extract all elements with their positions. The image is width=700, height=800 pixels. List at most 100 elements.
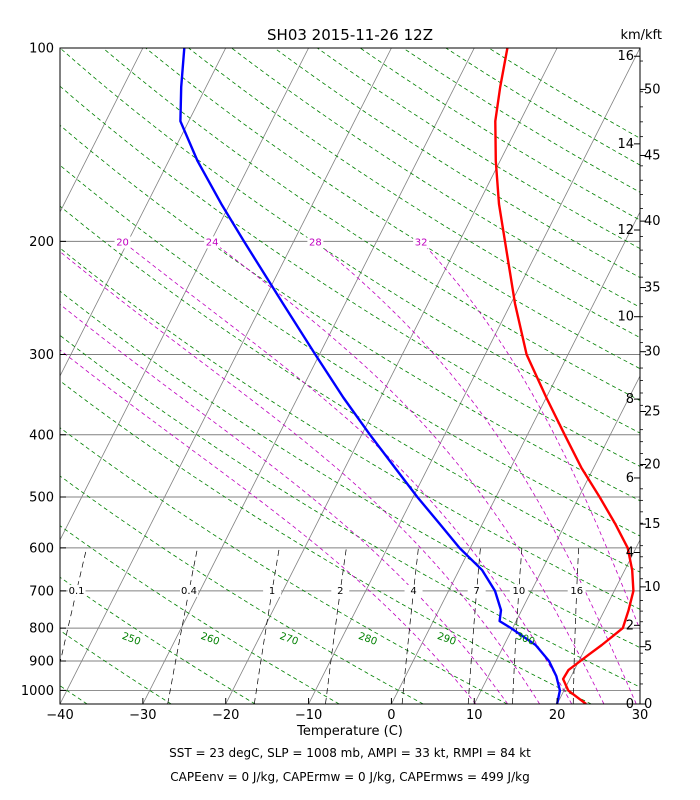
mixing-ratio-line <box>572 547 580 704</box>
mixing-ratio-label-bg <box>467 584 486 597</box>
mixing-ratio-label-bg <box>404 584 423 597</box>
moist-adiabat-label-bg <box>413 236 430 249</box>
mixing-ratio-label: 1 <box>269 586 275 597</box>
moist-adiabat-line <box>60 303 509 704</box>
temperature-profile-line <box>494 48 635 704</box>
dry-adiabat-line <box>60 475 424 704</box>
mixing-ratio-label-bg <box>263 584 282 597</box>
pressure-tick-label: 800 <box>29 622 54 637</box>
dry-adiabat-line <box>317 48 640 250</box>
kft-tick-label: 15 <box>644 517 661 532</box>
dry-adiabat-line <box>60 290 640 649</box>
pressure-tick-label: 100 <box>29 42 54 57</box>
x-tick-label: 0 <box>387 708 395 723</box>
mixing-ratio-line <box>512 547 523 704</box>
footer-line-2: CAPEenv = 0 J/kg, CAPErmw = 0 J/kg, CAPE… <box>170 770 530 784</box>
kft-tick-label: 45 <box>644 148 661 163</box>
dry-adiabat-line <box>60 576 256 704</box>
mixing-ratio-label-bg <box>509 584 528 597</box>
dry-adiabat-line <box>445 48 640 166</box>
dry-adiabat-label: 290 <box>436 631 458 648</box>
km-tick-label: 16 <box>617 49 634 64</box>
dry-adiabat-label: 250 <box>120 631 142 648</box>
dry-adiabat-line <box>145 48 640 370</box>
height-units-label: km/kft <box>620 28 662 43</box>
dry-adiabat-line <box>60 525 340 704</box>
kft-tick-label: 50 <box>644 82 661 97</box>
moist-adiabat-line <box>420 241 640 631</box>
isotherm-line <box>473 375 640 704</box>
moist-adiabat-label-bg <box>114 236 131 249</box>
mixing-ratio-label: 2 <box>337 586 343 597</box>
dry-adiabat-line <box>60 205 640 573</box>
chart-title: SH03 2015-11-26 12Z <box>267 26 433 44</box>
x-tick-label: 20 <box>549 708 566 723</box>
dewpoint-profile-line <box>179 48 562 704</box>
moist-adiabat-label: 32 <box>415 237 428 248</box>
mixing-ratio-label-bg <box>567 584 586 597</box>
moist-adiabat-line <box>211 241 605 704</box>
km-tick-label: 8 <box>626 392 634 407</box>
dry-adiabat-line <box>60 124 640 502</box>
dry-adiabat-line <box>60 247 640 610</box>
isotherm-line <box>556 539 640 704</box>
kft-tick-label: 40 <box>644 214 661 229</box>
isotherm-line <box>639 703 640 704</box>
dry-adiabat-line <box>60 48 640 434</box>
mixing-ratio-line <box>401 547 419 704</box>
mixing-ratio-line <box>60 547 88 665</box>
mixing-ratio-line <box>467 547 481 704</box>
dry-adiabat-line <box>274 48 640 279</box>
x-axis-label: Temperature (C) <box>297 724 403 739</box>
pressure-tick-label: 400 <box>29 428 54 443</box>
mixing-ratio-line <box>253 547 280 704</box>
km-tick-label: 4 <box>626 545 634 560</box>
x-tick-label: 10 <box>466 708 483 723</box>
moist-adiabat-label: 20 <box>116 237 129 248</box>
dry-adiabat-line <box>188 48 640 339</box>
dry-adiabat-label: 260 <box>199 631 221 648</box>
isotherm-line <box>60 48 227 377</box>
km-tick-label: 14 <box>617 137 634 152</box>
x-tick-label: −10 <box>295 708 322 723</box>
km-tick-label: 12 <box>617 223 634 238</box>
pressure-tick-label: 200 <box>29 235 54 250</box>
moist-adiabat-line <box>60 251 541 704</box>
isotherm-line <box>60 48 144 213</box>
isotherm-line <box>60 48 309 541</box>
moist-adiabat-line <box>60 349 477 704</box>
kft-tick-label: 0 <box>644 697 652 712</box>
km-tick-label: 6 <box>626 471 634 486</box>
kft-tick-label: 35 <box>644 281 661 296</box>
isotherm-line <box>142 48 475 704</box>
plot-area: 0.10.41247101625026027028029030081216202… <box>60 48 640 704</box>
dry-adiabat-label: 270 <box>278 631 300 648</box>
dry-adiabat-line <box>359 48 640 221</box>
pressure-tick-label: 900 <box>29 654 54 669</box>
kft-tick-label: 25 <box>644 404 661 419</box>
pressure-tick-label: 500 <box>29 491 54 506</box>
kft-tick-label: 10 <box>644 580 661 595</box>
mixing-ratio-label: 4 <box>410 586 416 597</box>
mixing-ratio-label: 7 <box>473 586 479 597</box>
moist-adiabat-line <box>315 241 637 704</box>
mixing-ratio-label-bg <box>67 584 86 597</box>
mixing-ratio-label: 0.1 <box>69 586 85 597</box>
pressure-tick-label: 700 <box>29 584 54 599</box>
moist-adiabat-label: 24 <box>206 237 219 248</box>
x-tick-label: 30 <box>632 708 649 723</box>
dry-adiabat-label: 280 <box>357 631 379 648</box>
x-tick-label: −40 <box>46 708 73 723</box>
mixing-ratio-label-bg <box>180 584 199 597</box>
x-tick-label: −20 <box>212 708 239 723</box>
pressure-tick-label: 600 <box>29 541 54 556</box>
x-tick-label: −30 <box>129 708 156 723</box>
moist-adiabat-line <box>122 241 573 704</box>
km-tick-label: 0 <box>626 697 634 712</box>
km-tick-label: 2 <box>626 618 634 633</box>
dry-adiabat-line <box>402 48 640 193</box>
footer-line-1: SST = 23 degC, SLP = 1008 mb, AMPI = 33 … <box>169 746 531 760</box>
kft-tick-label: 5 <box>644 640 652 655</box>
mixing-ratio-label: 0.4 <box>181 586 197 597</box>
